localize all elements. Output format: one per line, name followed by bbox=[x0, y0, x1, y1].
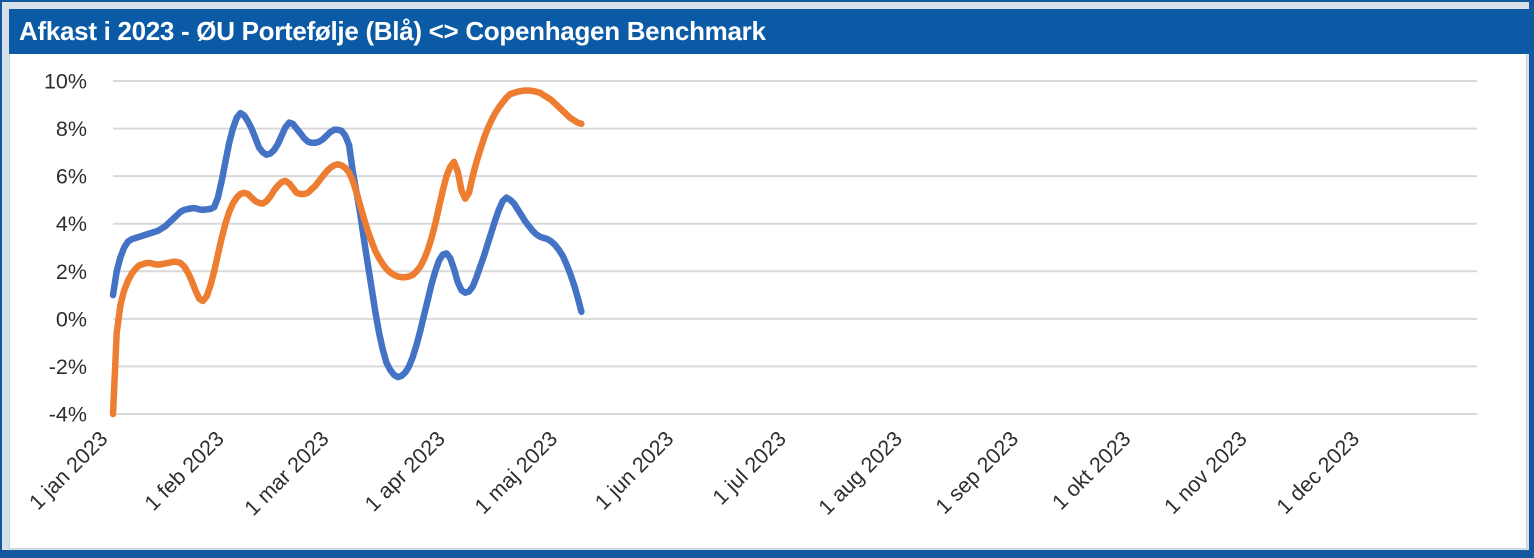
x-tick-label: 1 sep 2023 bbox=[931, 427, 1023, 519]
chart-title: Afkast i 2023 - ØU Portefølje (Blå) <> C… bbox=[19, 16, 766, 46]
y-tick-label: 6% bbox=[56, 165, 87, 189]
x-tick-label: 1 aug 2023 bbox=[814, 427, 907, 520]
y-tick-label: 8% bbox=[56, 117, 87, 141]
x-tick-label: 1 jan 2023 bbox=[25, 427, 113, 515]
y-tick-label: 4% bbox=[56, 212, 87, 236]
x-tick-label: 1 okt 2023 bbox=[1048, 427, 1136, 515]
x-tick-label: 1 mar 2023 bbox=[240, 427, 334, 521]
y-tick-label: 0% bbox=[56, 307, 87, 331]
y-tick-label: 10% bbox=[44, 70, 87, 94]
series-benchmark-line bbox=[109, 87, 585, 418]
x-tick-label: 1 apr 2023 bbox=[360, 427, 450, 517]
x-tick-label: 1 maj 2023 bbox=[470, 427, 562, 519]
x-tick-label: 1 feb 2023 bbox=[140, 427, 229, 516]
y-tick-label: -2% bbox=[49, 355, 87, 379]
x-tick-label: 1 nov 2023 bbox=[1160, 427, 1252, 519]
plot-background bbox=[9, 9, 1527, 549]
x-tick-label: 1 dec 2023 bbox=[1272, 427, 1364, 519]
x-tick-label: 1 jun 2023 bbox=[590, 427, 678, 515]
y-tick-label: -4% bbox=[49, 403, 87, 427]
x-tick-label: 1 jul 2023 bbox=[708, 427, 791, 510]
series-portfolio-line bbox=[109, 109, 585, 381]
y-tick-label: 2% bbox=[56, 260, 87, 284]
chart-title-bar: Afkast i 2023 - ØU Portefølje (Blå) <> C… bbox=[9, 9, 1529, 54]
